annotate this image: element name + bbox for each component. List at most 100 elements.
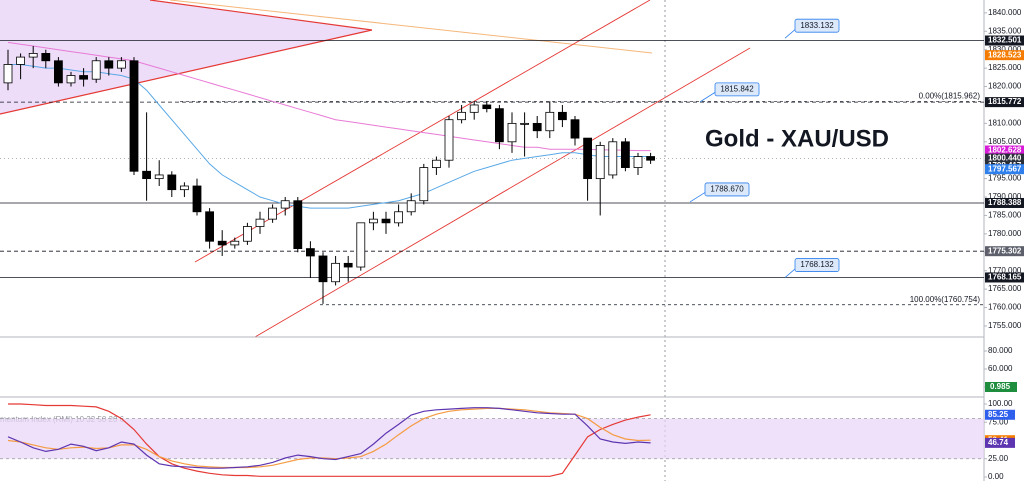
candle-body [608,141,618,176]
price-badge-label: 1788.388 [988,198,1022,207]
candle-body [230,240,240,246]
y-tick-label: 1790.000 [988,192,1022,201]
rsi-badge [985,437,1015,448]
price-badge-label: 1802.628 [988,146,1022,155]
price-badge [985,164,1024,175]
candle-body [16,56,26,65]
y-tick-label: 1810.000 [988,118,1022,127]
candle-body [293,200,303,250]
candle-body [305,248,315,257]
candle-body [532,122,542,132]
candle-body [646,156,655,161]
callout-box [794,18,840,33]
rsi-badge-label: 46.74 [988,438,1009,447]
moving-average [7,41,651,152]
y-tick-label: 1830.000 [988,45,1022,54]
candle-body [205,211,215,242]
y-tick-label: 75.00 [988,417,1009,426]
y-tick-label: 1780.000 [988,229,1022,238]
rsi-line [8,403,651,477]
candle-body [66,75,76,84]
long-average [169,0,653,54]
candle-body [255,218,265,227]
y-tick-label: 1795.000 [988,174,1022,183]
candle-body [431,159,441,168]
candle-body [406,200,416,213]
candle-body [129,60,139,172]
candle-body [621,141,630,168]
triangle-edge [0,29,373,115]
price-badge-label: 1800.440 [988,154,1022,163]
rsi-badge-label: 85.25 [988,410,1009,419]
rsi-band [0,418,984,459]
y-tick-label: 1825.000 [988,63,1022,72]
y-tick-label: 60.000 [988,364,1013,373]
candle-body [41,53,51,62]
candle-body [54,60,63,84]
callout-label: 1833.132 [800,21,834,30]
candle-body [268,207,278,220]
volume-badge [985,382,1017,392]
y-tick-label: 1835.000 [988,26,1022,35]
candle-body [91,60,101,80]
price-badge [985,50,1024,61]
candle-body [242,226,252,242]
candle-body [583,137,592,180]
candle-body [154,174,164,180]
callout-label: 1815.842 [720,84,754,93]
y-tick-label: 0.00 [988,472,1004,481]
y-tick-label: 1765.000 [988,284,1022,293]
fib-label: 100.00%(1760.754) [910,295,981,304]
candle-body [368,218,378,224]
fib-label: 0.00%(1815.962) [919,92,981,101]
triangle-zone [0,0,372,114]
candle-body [318,255,328,283]
callout-box [704,182,750,197]
callout-box [794,258,840,272]
chart-title: Gold - XAU/USD [705,125,889,152]
price-badge-label: 1815.772 [988,97,1022,106]
candle-body [520,122,529,125]
candle-body [494,108,504,143]
y-tick-label: 100.00 [988,399,1013,408]
price-badge-label: 1797.567 [988,164,1022,173]
candle-body [28,53,38,58]
callout-box [714,82,760,97]
candle-body [545,111,555,132]
candle-body [280,200,290,209]
y-tick-label: 1755.000 [988,321,1022,330]
candle-body [444,119,454,161]
price-badge [985,197,1024,208]
candle-body [331,262,341,283]
candle-body [633,156,643,168]
candle-body [343,262,353,268]
y-tick-label: 1820.000 [988,82,1022,91]
channel-line [254,47,751,338]
candle-body [142,170,152,180]
candle-body [117,60,126,69]
y-tick-label: 1840.000 [988,8,1022,17]
candle-body [217,240,227,246]
rsi-badge [985,409,1015,420]
candle-body [595,145,605,180]
moving-average [8,64,651,209]
candle-body [394,211,404,224]
price-badge [985,153,1024,164]
callout-label: 1788.670 [710,185,744,194]
y-tick-label: 1785.000 [988,211,1022,220]
triangle-edge [149,0,373,31]
rsi-line [7,407,651,469]
price-badge-label: 1828.523 [988,50,1022,59]
candle-body [469,104,479,113]
y-tick-label: 1805.000 [988,137,1022,146]
callout-label: 1768.132 [800,260,834,269]
price-badge-label: 1775.302 [988,246,1022,255]
volume-badge-label: 0.985 [990,382,1011,391]
candle-body [192,185,202,213]
candle-body [167,174,177,191]
candle-body [381,218,391,224]
candle-body [3,64,13,84]
y-tick-label: 1770.000 [988,266,1022,275]
